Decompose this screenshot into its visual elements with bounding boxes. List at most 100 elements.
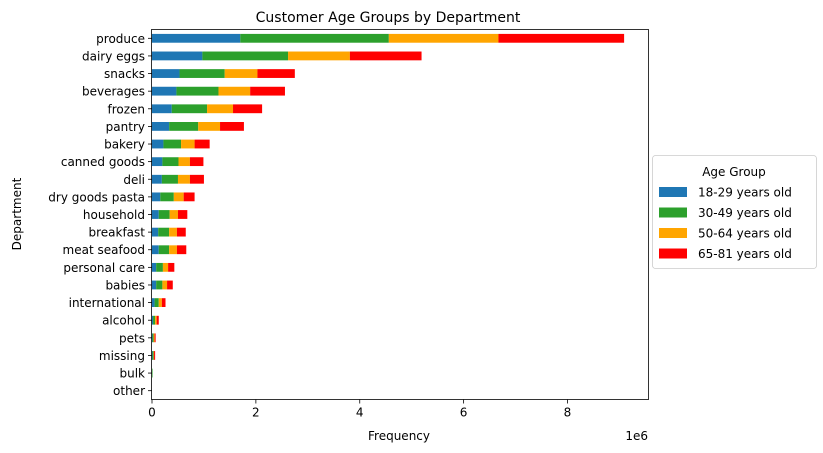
legend-label: 30-49 years old — [698, 206, 792, 220]
bar-pets-series-3 — [154, 333, 156, 343]
bar-international-series-3 — [161, 298, 166, 307]
legend-swatch — [659, 207, 687, 218]
bar-bakery-series-2 — [181, 139, 195, 149]
x-tick-label: 8 — [564, 406, 572, 420]
bar-pantry-series-3 — [220, 122, 244, 131]
bar-pets-series-1 — [152, 333, 154, 343]
bar-pets-series-0 — [152, 333, 153, 343]
bar-beverages-series-0 — [152, 86, 177, 96]
bar-canned-goods-series-1 — [162, 157, 179, 167]
bar-breakfast-series-0 — [152, 227, 159, 237]
bar-alcohol-series-0 — [152, 315, 154, 325]
bar-bakery-series-3 — [194, 139, 210, 149]
bar-missing-series-3 — [154, 351, 156, 360]
bar-alcohol-series-3 — [156, 315, 159, 325]
bar-bulk-series-1 — [152, 368, 153, 378]
y-tick-label: babies — [105, 278, 145, 292]
bar-missing-series-0 — [152, 351, 153, 360]
bar-snacks-series-0 — [152, 69, 180, 78]
y-tick-label: deli — [123, 173, 145, 187]
bar-personal-care-series-0 — [152, 262, 157, 272]
bar-household-series-1 — [158, 210, 170, 219]
bar-meat-seafood-series-2 — [169, 245, 177, 255]
bar-bakery-series-0 — [152, 139, 164, 149]
bar-meat-seafood-series-1 — [158, 245, 170, 255]
bar-breakfast-series-1 — [158, 227, 170, 237]
x-axis-label: Frequency — [368, 429, 430, 443]
bar-international-series-0 — [152, 298, 155, 307]
legend-swatch — [659, 228, 687, 238]
bar-deli-series-3 — [189, 174, 204, 184]
x-tick-label: 4 — [356, 406, 364, 420]
legend-title: Age Group — [702, 165, 766, 179]
bar-beverages-series-1 — [176, 86, 219, 96]
x-tick-label: 2 — [252, 406, 260, 420]
bar-frozen-series-2 — [207, 104, 234, 114]
bar-alcohol-series-2 — [155, 315, 157, 325]
y-tick-label: pantry — [106, 120, 145, 134]
bar-snacks-series-2 — [224, 69, 258, 78]
bar-deli-series-2 — [177, 174, 190, 184]
bar-babies-series-2 — [162, 280, 168, 290]
bar-breakfast-series-2 — [169, 227, 177, 237]
bar-dairy-eggs-series-3 — [349, 51, 422, 61]
legend-swatch — [659, 248, 687, 259]
y-tick-label: household — [83, 208, 145, 222]
bar-missing-series-1 — [152, 351, 154, 360]
bar-international-series-1 — [154, 298, 159, 307]
bar-canned-goods-series-0 — [152, 157, 163, 167]
chart-title: Customer Age Groups by Department — [256, 10, 521, 26]
bar-household-series-3 — [177, 210, 188, 219]
bar-dry-goods-pasta-series-1 — [160, 192, 174, 202]
y-tick-label: bulk — [119, 367, 145, 381]
bar-produce-series-2 — [388, 33, 499, 43]
y-tick-label: alcohol — [102, 314, 145, 328]
bar-meat-seafood-series-0 — [152, 245, 159, 255]
bar-produce-series-3 — [498, 33, 625, 43]
bar-frozen-series-3 — [233, 104, 263, 114]
bar-alcohol-series-1 — [153, 315, 156, 325]
bar-pets-series-2 — [153, 333, 155, 343]
y-tick-label: frozen — [107, 102, 145, 116]
bar-canned-goods-series-3 — [189, 157, 204, 167]
x-tick-label: 6 — [460, 406, 468, 420]
plot-area-frame — [151, 29, 649, 400]
bar-breakfast-series-3 — [176, 227, 186, 237]
bars-group — [152, 33, 625, 378]
bar-canned-goods-series-2 — [178, 157, 190, 167]
bar-personal-care-series-3 — [168, 262, 175, 272]
bar-produce-series-1 — [240, 33, 389, 43]
bar-frozen-series-0 — [152, 104, 172, 114]
bar-beverages-series-3 — [250, 86, 285, 96]
bar-snacks-series-3 — [257, 69, 295, 78]
legend-items: 18-29 years old 30-49 years old 50-64 year… — [659, 186, 792, 261]
bar-dairy-eggs-series-2 — [288, 51, 350, 61]
legend-swatch — [659, 187, 687, 197]
y-tick-label: canned goods — [61, 155, 145, 169]
bar-household-series-2 — [169, 210, 178, 219]
bar-meat-seafood-series-3 — [176, 245, 187, 255]
bar-international-series-2 — [158, 298, 162, 307]
bar-dairy-eggs-series-0 — [152, 51, 203, 61]
bar-dry-goods-pasta-series-0 — [152, 192, 161, 202]
y-tick-label: pets — [119, 331, 145, 345]
legend-label: 65-81 years old — [698, 247, 792, 261]
y-tick-label: meat seafood — [63, 243, 145, 257]
bar-pantry-series-2 — [198, 122, 221, 131]
y-tick-label: produce — [96, 32, 145, 46]
x-offset-label: 1e6 — [625, 429, 648, 443]
legend: Age Group 18-29 years old 30-49 years old… — [652, 155, 817, 269]
y-tick-label: bakery — [104, 138, 145, 152]
y-tick-label: snacks — [104, 67, 145, 81]
bar-pantry-series-1 — [169, 122, 199, 131]
y-tick-label: beverages — [82, 85, 145, 99]
legend-label: 50-64 years old — [698, 227, 792, 241]
bar-frozen-series-1 — [171, 104, 208, 114]
x-tick-label: 0 — [148, 406, 156, 420]
bar-dairy-eggs-series-1 — [202, 51, 289, 61]
bar-babies-series-3 — [167, 280, 173, 290]
bar-dry-goods-pasta-series-3 — [183, 192, 195, 202]
y-tick-label: dry goods pasta — [48, 190, 145, 204]
y-tick-label: personal care — [63, 261, 145, 275]
